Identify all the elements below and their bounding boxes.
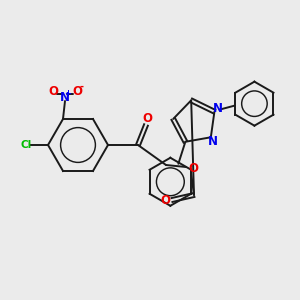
Text: N: N — [60, 91, 70, 103]
Text: N: N — [208, 135, 218, 148]
Text: O: O — [160, 194, 170, 208]
Text: O: O — [48, 85, 58, 98]
Text: O: O — [188, 163, 198, 176]
Text: +: + — [64, 88, 71, 98]
Text: -: - — [80, 82, 84, 92]
Text: O: O — [142, 112, 152, 124]
Text: O: O — [72, 85, 82, 98]
Text: Cl: Cl — [20, 140, 32, 150]
Text: N: N — [212, 102, 222, 115]
